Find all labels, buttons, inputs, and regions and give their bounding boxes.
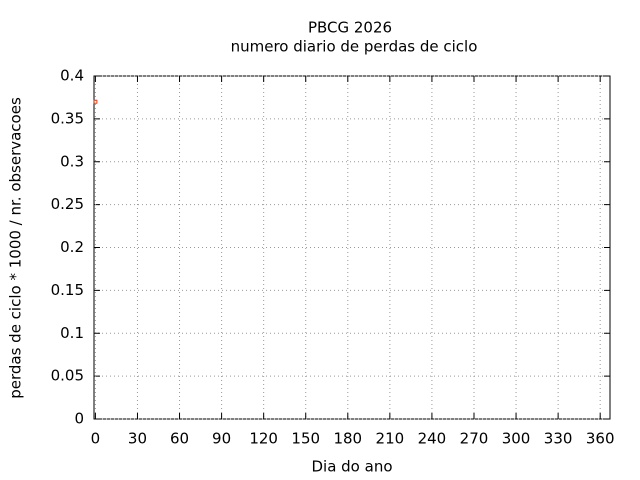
x-tick-label: 180 (333, 430, 362, 448)
data-point (93, 99, 98, 104)
y-tick-label: 0.25 (51, 195, 84, 213)
y-tick-label: 0.2 (60, 238, 84, 256)
x-tick-label: 240 (418, 430, 447, 448)
x-tick-label: 210 (376, 430, 405, 448)
y-tick-label: 0.1 (60, 324, 84, 342)
y-tick-label: 0 (74, 410, 84, 428)
y-axis-label: perdas de ciclo * 1000 / nr. observacoes (7, 97, 25, 399)
y-tick-label: 0.05 (51, 367, 84, 385)
y-tick-label: 0.35 (51, 109, 84, 127)
x-tick-label: 60 (170, 430, 189, 448)
x-tick-label: 0 (91, 430, 101, 448)
x-tick-label: 330 (544, 430, 573, 448)
chart-subtitle: numero diario de perdas de ciclo (231, 38, 478, 56)
chart-title: PBCG 2026 (308, 19, 392, 37)
x-axis-label: Dia do ano (311, 458, 392, 476)
x-tick-label: 120 (249, 430, 278, 448)
x-tick-label: 30 (128, 430, 147, 448)
y-tick-label: 0.15 (51, 281, 84, 299)
x-tick-label: 270 (460, 430, 489, 448)
x-tick-label: 90 (212, 430, 231, 448)
x-tick-label: 360 (586, 430, 615, 448)
x-tick-label: 150 (291, 430, 320, 448)
plot-frame (93, 75, 611, 420)
y-tick-label: 0.4 (60, 67, 84, 85)
x-tick-label: 300 (502, 430, 531, 448)
y-tick-label: 0.3 (60, 152, 84, 170)
